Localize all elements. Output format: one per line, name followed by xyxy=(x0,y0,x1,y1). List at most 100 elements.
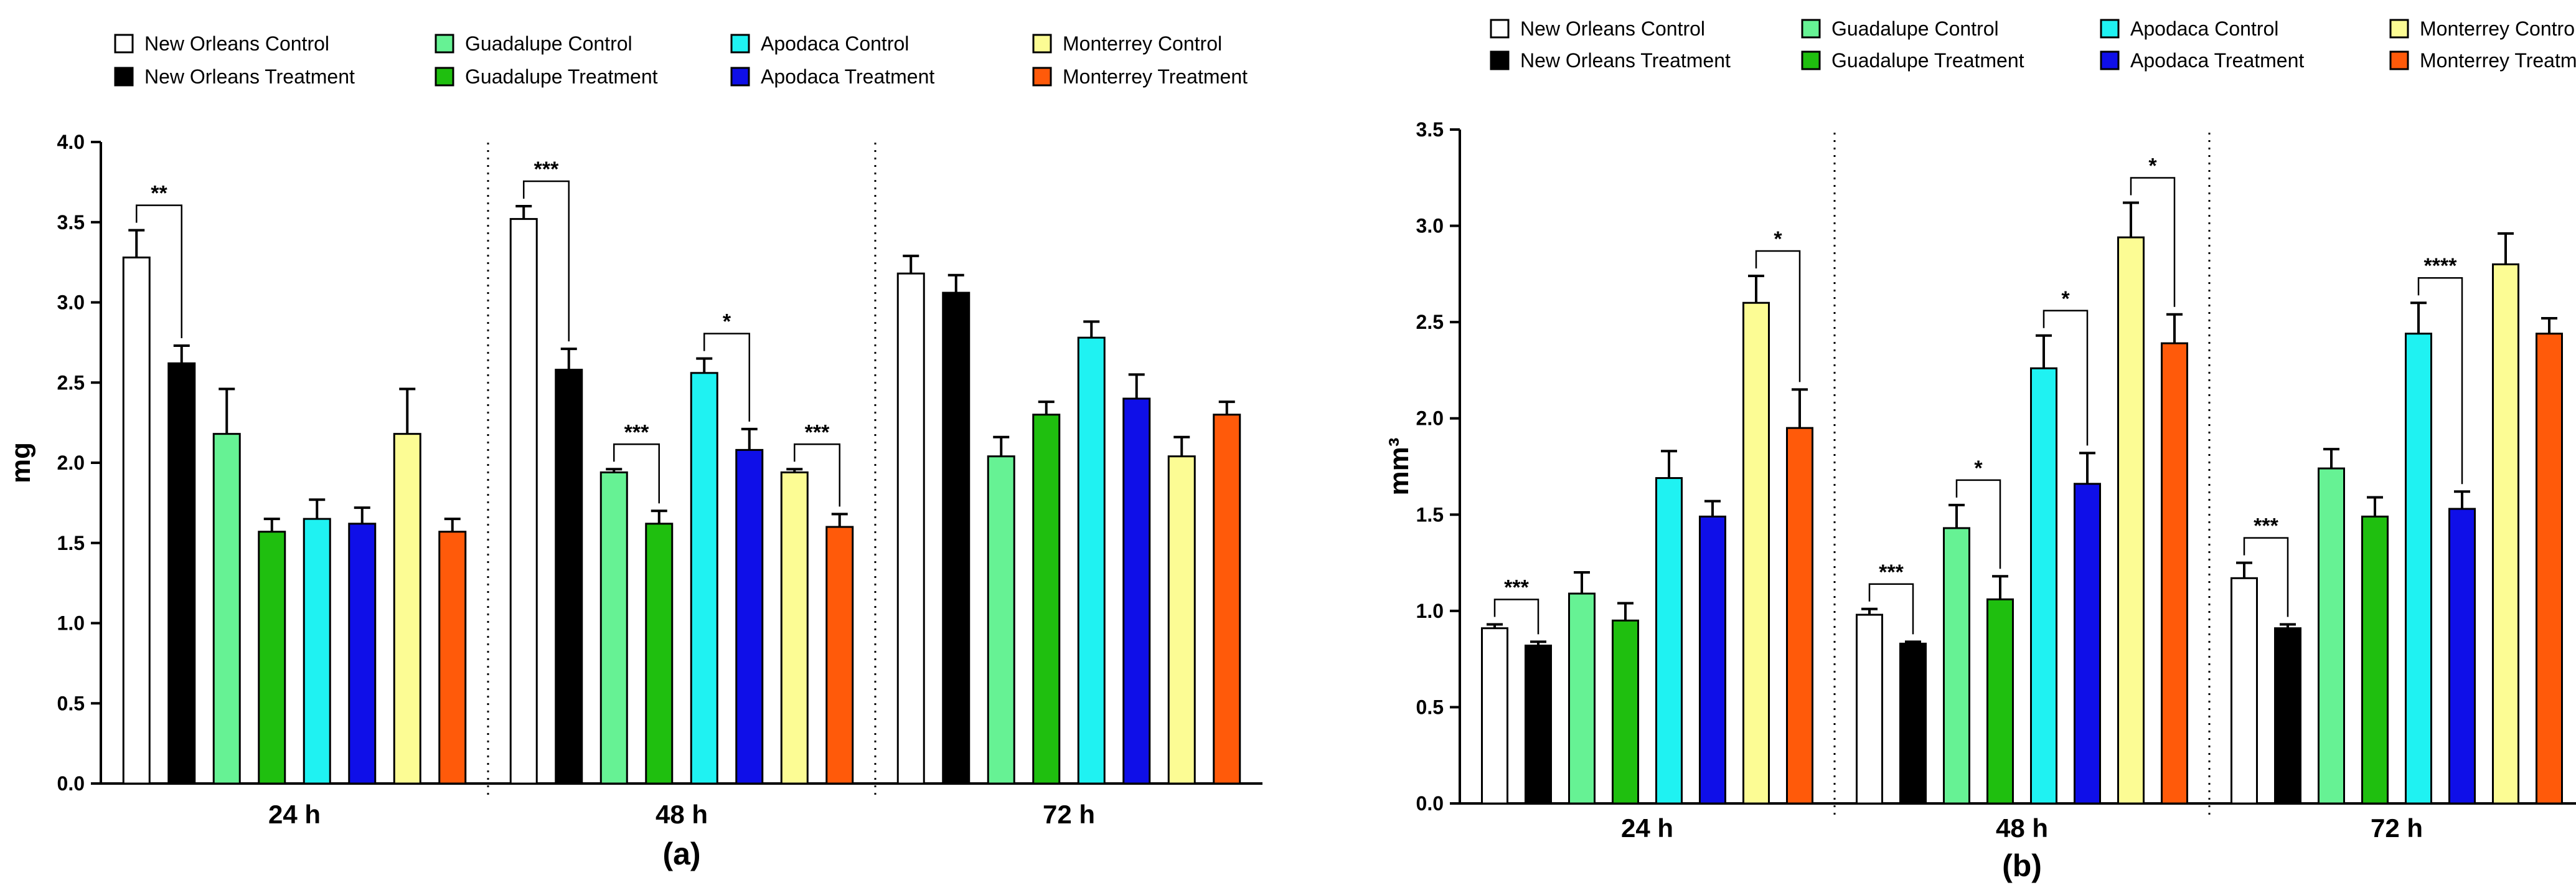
x-category-label: 24 h xyxy=(268,800,321,829)
y-tick-label: 3.0 xyxy=(1416,215,1444,237)
significance-label: *** xyxy=(534,158,559,181)
bar xyxy=(1525,645,1552,805)
legend-swatch xyxy=(1032,67,1052,87)
bar xyxy=(1213,414,1241,785)
bar xyxy=(1899,642,1927,805)
bar xyxy=(2230,577,2258,805)
significance-label: * xyxy=(2061,287,2070,311)
y-tick-label: 1.5 xyxy=(57,532,85,554)
legend-swatch xyxy=(1801,50,1821,70)
bar xyxy=(825,526,854,785)
significance-bracket xyxy=(794,443,840,507)
bar xyxy=(1481,627,1508,805)
bar xyxy=(1167,455,1196,785)
bar xyxy=(942,291,971,785)
significance-label: *** xyxy=(1504,575,1529,599)
legend-swatch xyxy=(2389,19,2409,39)
legend-label: New Orleans Control xyxy=(144,32,329,55)
significance-bracket xyxy=(1755,250,1801,382)
y-tick-label: 2.5 xyxy=(1416,311,1444,333)
legend-swatch xyxy=(435,34,454,54)
y-tick-label: 0.0 xyxy=(1416,792,1444,815)
y-tick-label: 0.5 xyxy=(57,692,85,714)
legend-label: Monterrey Treatment xyxy=(2420,49,2576,72)
bar xyxy=(167,362,196,785)
legend-swatch xyxy=(1032,34,1052,54)
legend-swatch xyxy=(730,67,750,87)
bar xyxy=(1699,515,1726,805)
bar xyxy=(1077,336,1106,785)
legend-label: New Orleans Control xyxy=(1520,17,1705,40)
legend-swatch xyxy=(1490,50,1510,70)
legend-swatch xyxy=(1801,19,1821,39)
legend-swatch xyxy=(1490,19,1510,39)
significance-bracket xyxy=(1868,583,1914,635)
legend-label: Apodaca Treatment xyxy=(761,65,934,88)
bar xyxy=(2492,263,2519,805)
bar xyxy=(2274,627,2301,805)
legend-label: Monterrey Control xyxy=(2420,17,2576,40)
bar xyxy=(987,455,1015,785)
significance-label: *** xyxy=(624,420,649,444)
bar xyxy=(555,369,583,785)
y-tick-label: 0.5 xyxy=(1416,696,1444,718)
legend-label: Monterrey Control xyxy=(1063,32,1222,55)
x-category-label: 48 h xyxy=(1996,813,2048,843)
y-tick-label: 0.0 xyxy=(57,772,85,795)
bar xyxy=(1032,414,1061,785)
legend-label: Apodaca Control xyxy=(2130,17,2278,40)
bar xyxy=(2361,515,2389,805)
significance-label: ** xyxy=(151,182,167,206)
bar xyxy=(1612,619,1639,805)
chart-panel-a: New Orleans Control New Orleans Treatment… xyxy=(6,32,1262,871)
significance-label: *** xyxy=(805,420,830,444)
bar xyxy=(258,531,286,785)
significance-bracket xyxy=(703,333,750,422)
y-tick-label: 3.5 xyxy=(1416,118,1444,141)
legend-label: Apodaca Control xyxy=(761,32,909,55)
bar xyxy=(509,218,538,785)
legend-label: Guadalupe Control xyxy=(465,32,632,55)
bar xyxy=(2030,367,2057,805)
panel-label: (a) xyxy=(662,836,700,871)
significance-label: * xyxy=(2148,154,2157,178)
significance-label: *** xyxy=(1879,561,1904,584)
y-axis-label: mm³ xyxy=(1384,438,1414,496)
significance-label: **** xyxy=(2424,254,2458,278)
significance-bracket xyxy=(2042,310,2089,446)
y-tick-label: 2.5 xyxy=(57,371,85,394)
x-category-label: 72 h xyxy=(2371,813,2423,843)
bar xyxy=(122,256,151,785)
significance-bracket xyxy=(1955,479,2001,569)
legend-swatch xyxy=(730,34,750,54)
bar xyxy=(2318,467,2345,805)
bar xyxy=(645,523,674,785)
bar xyxy=(599,471,628,785)
bar xyxy=(1856,613,1883,805)
bar xyxy=(1742,301,1770,805)
legend-label: Guadalupe Treatment xyxy=(1831,49,2024,72)
significance-label: * xyxy=(1774,227,1782,251)
bar xyxy=(690,372,718,785)
bar xyxy=(2074,483,2101,805)
significance-label: * xyxy=(1974,457,1983,480)
y-tick-label: 2.0 xyxy=(57,452,85,474)
legend-label: New Orleans Treatment xyxy=(144,65,355,88)
x-category-label: 48 h xyxy=(656,800,708,829)
legend-label: New Orleans Treatment xyxy=(1520,49,1731,72)
legend-swatch xyxy=(2100,19,2120,39)
y-tick-label: 3.5 xyxy=(57,211,85,234)
legend-swatch xyxy=(435,67,454,87)
bar xyxy=(1943,527,1970,805)
bar xyxy=(1655,477,1683,805)
bar xyxy=(735,448,764,785)
y-tick-label: 1.5 xyxy=(1416,503,1444,526)
significance-label: * xyxy=(723,310,731,334)
significance-bracket xyxy=(2243,537,2289,617)
x-category-label: 24 h xyxy=(1621,813,1673,843)
bar xyxy=(2161,342,2188,805)
significance-bracket xyxy=(613,443,660,504)
bar xyxy=(212,433,241,785)
bar xyxy=(1568,592,1596,805)
